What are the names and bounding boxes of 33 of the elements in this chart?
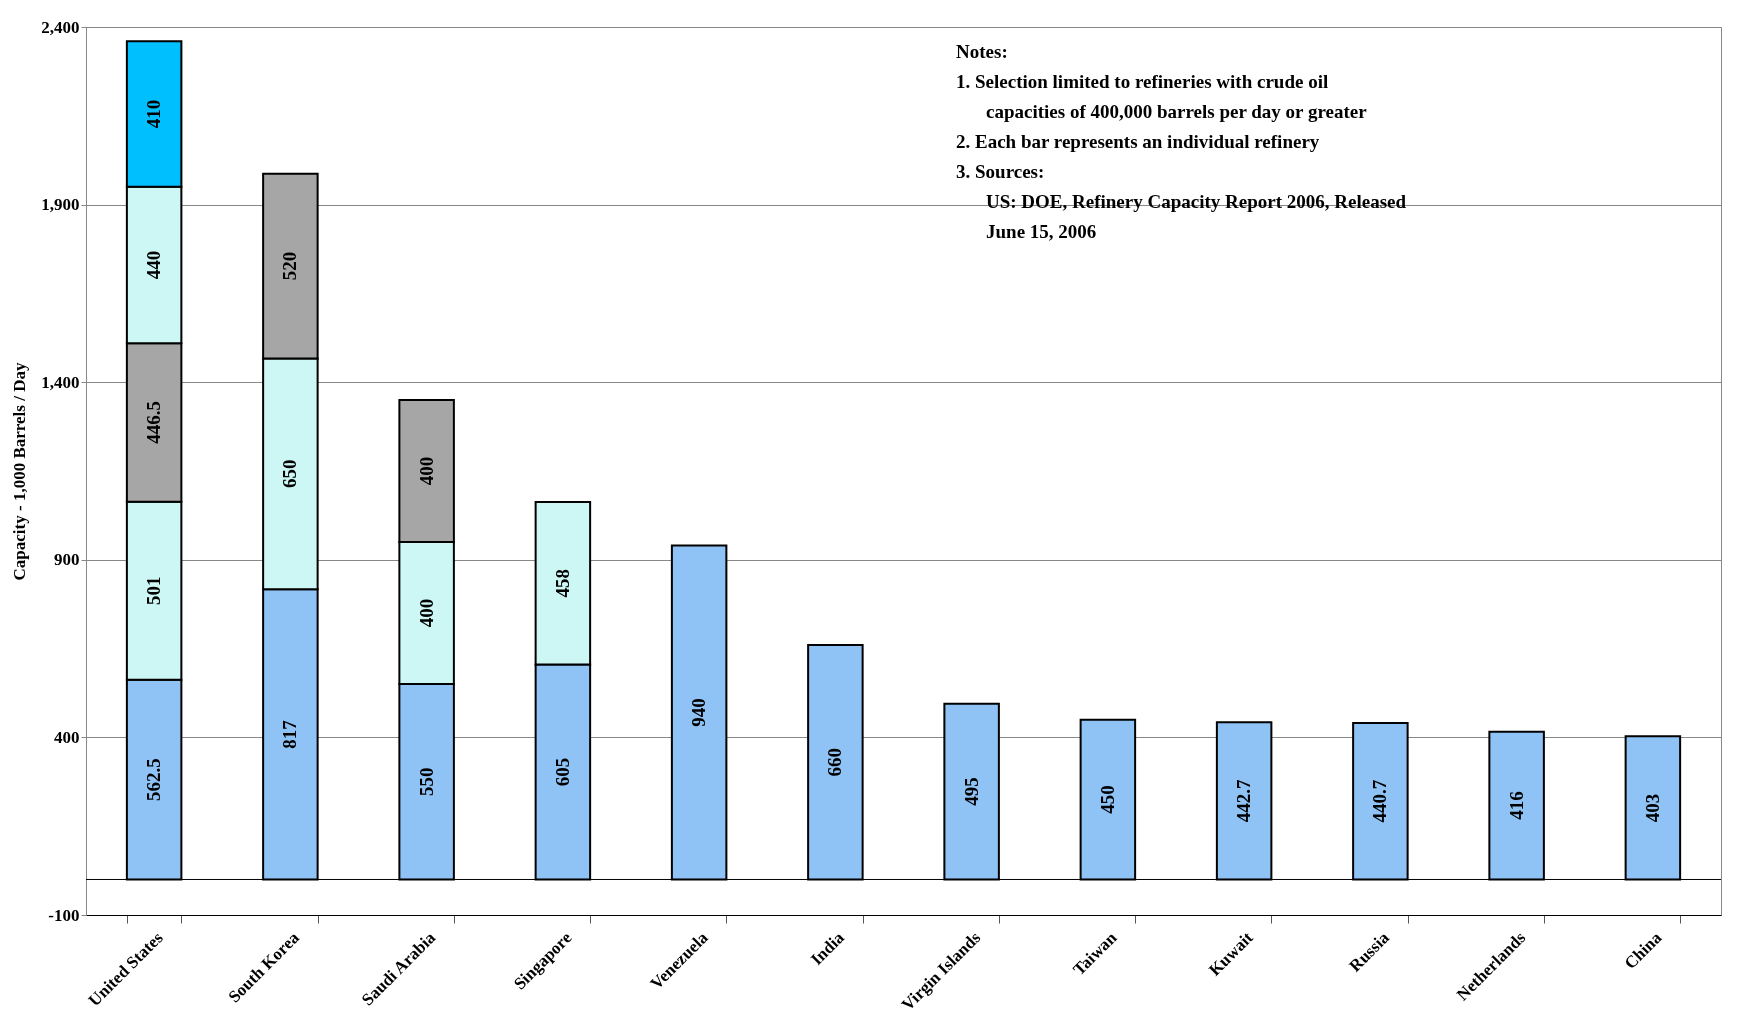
data-label: 562.5 (143, 758, 165, 801)
data-label: 400 (415, 598, 437, 628)
annotation: Notes: (956, 41, 1008, 62)
annotation: 3. Sources: (956, 161, 1045, 182)
data-label: 817 (279, 719, 301, 749)
data-label: 501 (143, 576, 165, 605)
data-label: 440.7 (1369, 779, 1391, 823)
data-label: 400 (415, 456, 437, 486)
data-label: 550 (415, 767, 437, 797)
data-label: 416 (1505, 791, 1527, 820)
data-label: 650 (279, 459, 301, 489)
y-tick-label: 1,400 (41, 372, 80, 392)
data-label: 660 (824, 748, 846, 777)
data-label: 410 (143, 99, 165, 129)
y-tick-label: 1,900 (41, 195, 80, 215)
annotation: 1. Selection limited to refineries with crude oil capacities of 400,000 barrels per day or greater (956, 71, 1368, 122)
data-label: 442.7 (1233, 778, 1255, 823)
data-label: 940 (688, 698, 710, 727)
y-tick-label: 2,400 (41, 17, 80, 37)
y-axis-title: Capacity - 1,000 Barrels / Day (10, 362, 30, 581)
annotation: US: DOE, Refinery Capacity Report 2006, Released June 15, 2006 (986, 191, 1407, 242)
data-label: 605 (551, 757, 573, 787)
data-label: 495 (960, 777, 982, 806)
data-label: 458 (551, 568, 573, 598)
annotation: 2. Each bar represents an individual refinery (956, 131, 1320, 152)
data-label: 450 (1096, 785, 1118, 814)
y-tick-label: 900 (54, 550, 80, 570)
y-tick-label: 400 (54, 727, 80, 747)
data-label: 403 (1641, 793, 1663, 823)
data-label: 520 (279, 251, 301, 281)
y-tick-label: -100 (48, 905, 80, 925)
data-label: 440 (143, 250, 165, 280)
data-label: 446.5 (143, 401, 165, 444)
